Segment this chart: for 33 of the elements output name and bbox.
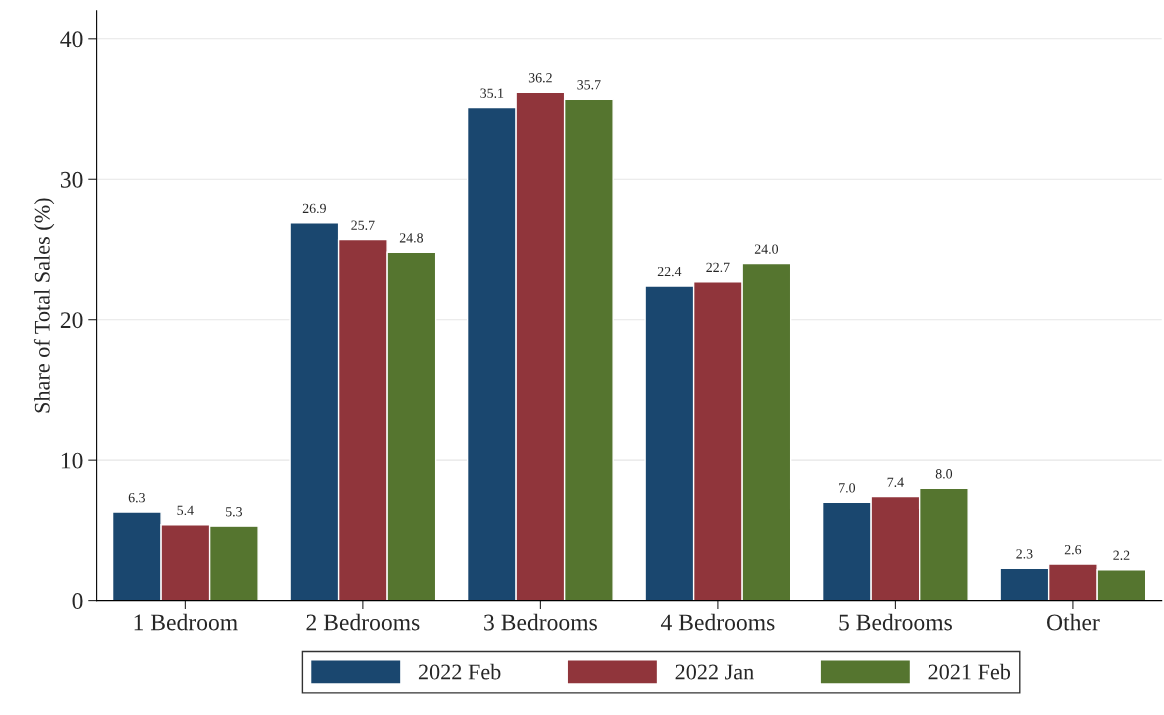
- y-tick-label: 0: [72, 593, 83, 610]
- y-tick-label: 20: [60, 312, 83, 329]
- data-label: 5.4: [177, 505, 194, 516]
- x-tick-label: Other: [1047, 613, 1100, 631]
- data-label: 7.4: [887, 477, 904, 487]
- data-label: 22.4: [657, 266, 682, 277]
- x-tick-label: 2 Bedrooms: [306, 613, 420, 631]
- data-label: 8.0: [935, 469, 953, 479]
- x-tick-label: 4 Bedrooms: [660, 613, 775, 631]
- y-axis-title: Share of Total Sales (%): [33, 198, 55, 413]
- data-label: 22.7: [706, 262, 730, 273]
- legend-label: 2022 Feb: [418, 663, 501, 680]
- data-label: 5.3: [226, 507, 243, 517]
- y-tick-label: 10: [61, 452, 83, 469]
- data-label: 24.0: [754, 244, 779, 254]
- y-tick-label: 40: [60, 31, 83, 48]
- data-label: 35.1: [480, 88, 504, 98]
- data-label: 36.2: [528, 73, 552, 83]
- data-label: 6.3: [128, 493, 145, 503]
- data-label: 7.0: [839, 483, 856, 493]
- legend-label: 2021 Feb: [928, 663, 1011, 680]
- data-label: 24.8: [399, 233, 424, 243]
- data-label: 26.9: [302, 203, 326, 214]
- data-label: 25.7: [351, 220, 375, 230]
- data-label: 2.2: [1113, 550, 1130, 560]
- x-tick-label: 1 Bedroom: [134, 613, 238, 631]
- data-label: 35.7: [577, 80, 601, 90]
- data-label: 2.3: [1016, 549, 1033, 559]
- legend-label: 2022 Jan: [675, 664, 754, 680]
- x-tick-label: 5 Bedrooms: [839, 613, 952, 631]
- y-tick-label: 30: [60, 171, 83, 188]
- data-label: 2.6: [1064, 544, 1082, 555]
- x-tick-label: 3 Bedrooms: [484, 613, 597, 631]
